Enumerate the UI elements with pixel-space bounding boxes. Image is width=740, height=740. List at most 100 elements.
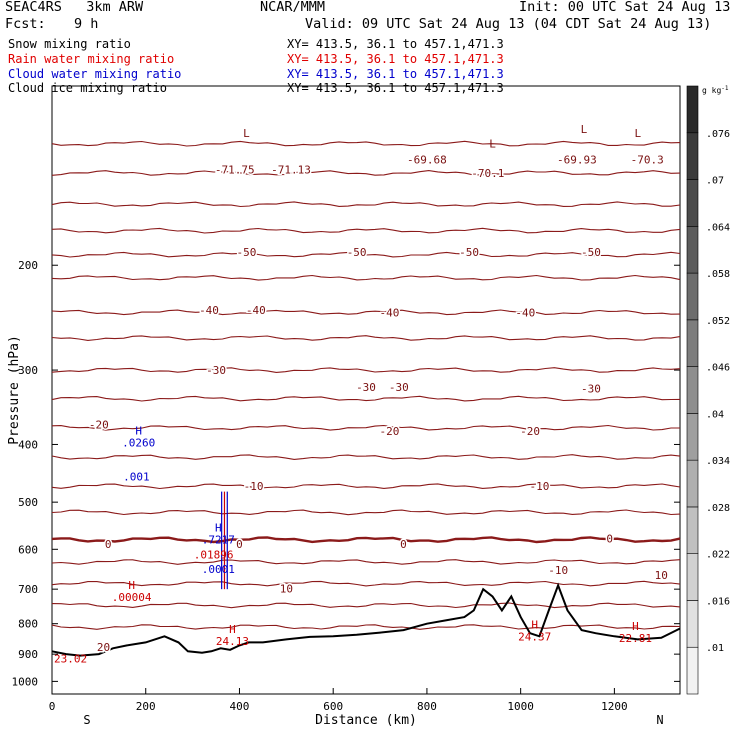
colorbar-tick-label: .028 [706, 503, 730, 514]
forecast-label: Fcst: [5, 16, 46, 32]
field-xy-cloud-water: XY= 413.5, 36.1 to 457.1,471.3 [287, 67, 504, 81]
high-value: 22.81 [619, 632, 652, 645]
contour-label: -10 [548, 564, 568, 577]
colorbar-tick-label: .034 [706, 456, 730, 467]
contour-label: -50 [581, 246, 601, 259]
contour-label: 10 [655, 569, 668, 582]
low-marker: L [489, 138, 496, 151]
terrain-line [51, 582, 681, 657]
contour-label: -30 [389, 381, 409, 394]
x-tick-label: 1200 [601, 700, 628, 713]
high-value: 24.37 [518, 630, 551, 643]
colorbar-tick-label: .058 [706, 269, 730, 280]
temperature-contour [51, 201, 681, 208]
contour-label: -50 [459, 246, 479, 259]
colorbar-swatch [686, 132, 699, 180]
contour-label: 0 [400, 538, 407, 551]
y-tick-label: 400 [18, 438, 38, 451]
y-axis-title: Pressure (hPa) [7, 335, 22, 445]
field-name-snow: Snow mixing ratio [8, 37, 131, 51]
temperature-contour [51, 483, 681, 490]
project-title: SEAC4RS 3km ARW [5, 0, 144, 15]
y-tick-label: 1000 [12, 675, 39, 688]
contour-label: -70.1 [471, 167, 504, 180]
colorbar-tick-label: .04 [706, 409, 724, 420]
contour-label: -40 [379, 306, 399, 319]
temperature-contour [51, 395, 681, 402]
contour-label: -20 [379, 425, 399, 438]
temperature-contour [51, 367, 681, 373]
low-marker: L [243, 127, 250, 140]
colorbar-unit: g kg-1 [702, 85, 729, 95]
x-axis-title: Distance (km) [315, 713, 417, 728]
point-value-label: .001 [123, 471, 150, 484]
contour-label: -69.68 [407, 154, 447, 167]
x-tick-label: 200 [136, 700, 156, 713]
organization-label: NCAR/MMM [260, 0, 326, 15]
x-tick-label: 600 [323, 700, 343, 713]
temperature-contour [51, 559, 681, 565]
low-marker: L [635, 127, 642, 140]
y-tick-label: 300 [18, 364, 38, 377]
contour-label: 0 [606, 532, 613, 545]
high-value: 24.13 [216, 635, 249, 648]
y-tick-label: 800 [18, 618, 38, 631]
high-marker: H [229, 623, 236, 636]
contour-label: -40 [515, 306, 535, 319]
contour-label: -40 [246, 304, 266, 317]
colorbar-tick-label: .076 [706, 129, 730, 140]
field-xy-cloud-ice: XY= 413.5, 36.1 to 457.1,471.3 [287, 81, 504, 95]
colorbar-swatch [686, 459, 699, 508]
colorbar: .01 .016 .022 .028 .034 .04 .046 .052 .058 .064 .0… [686, 85, 730, 695]
x-tick-label: 800 [417, 700, 437, 713]
colorbar-swatch [686, 85, 699, 134]
colorbar-swatch [686, 413, 699, 461]
point-value-label: .0001 [202, 563, 235, 576]
contour-label: -40 [199, 304, 219, 317]
colorbar-tick-label: .022 [706, 550, 730, 561]
temperature-contour [51, 424, 680, 431]
colorbar-swatch [686, 226, 699, 274]
colorbar-tick-label: .052 [706, 316, 730, 327]
y-tick-label: 200 [18, 259, 38, 272]
temperature-contour [51, 170, 681, 176]
field-xy-rain: XY= 413.5, 36.1 to 457.1,471.3 [287, 52, 504, 66]
contour-label: -30 [581, 382, 601, 395]
low-marker: L [581, 123, 588, 136]
field-xy-snow: XY= 413.5, 36.1 to 457.1,471.3 [287, 37, 504, 51]
contour-label: -30 [356, 381, 376, 394]
colorbar-tick-label: .07 [706, 176, 724, 187]
contour-label: -69.93 [557, 154, 597, 167]
high-value: .0260 [122, 437, 155, 450]
init-time: Init: 00 UTC Sat 24 Aug 13 [519, 0, 731, 15]
contour-label: -10 [244, 480, 264, 493]
high-value: .7217 [202, 533, 235, 546]
contour-label: -20 [520, 425, 540, 438]
colorbar-swatch [686, 179, 699, 227]
x-end-label-right: N [656, 713, 663, 727]
high-marker: H [632, 620, 639, 633]
high-marker: H [215, 521, 222, 534]
field-name-cloud-ice: Cloud ice mixing ratio [8, 81, 167, 95]
contour-label: -30 [206, 364, 226, 377]
point-value-label: 23.02 [54, 652, 87, 665]
contour-label: 0 [105, 538, 112, 551]
high-marker: H [135, 425, 142, 438]
x-end-label-left: S [83, 713, 90, 727]
temperature-contour [51, 140, 681, 147]
x-tick-label: 400 [230, 700, 250, 713]
temperature-contour [51, 602, 681, 609]
contour-label: -71.13 [271, 163, 311, 176]
colorbar-tick-label: .046 [706, 363, 730, 374]
contour-label: -10 [529, 480, 549, 493]
contour-label: 10 [280, 582, 293, 595]
plot-frame [51, 85, 681, 695]
contour-label: -70.3 [631, 154, 664, 167]
colorbar-tick-label: .064 [706, 222, 730, 233]
temperature-contour [51, 509, 681, 516]
colorbar-swatch [686, 600, 699, 648]
temperature-contour [51, 251, 681, 258]
y-tick-label: 700 [18, 583, 38, 596]
